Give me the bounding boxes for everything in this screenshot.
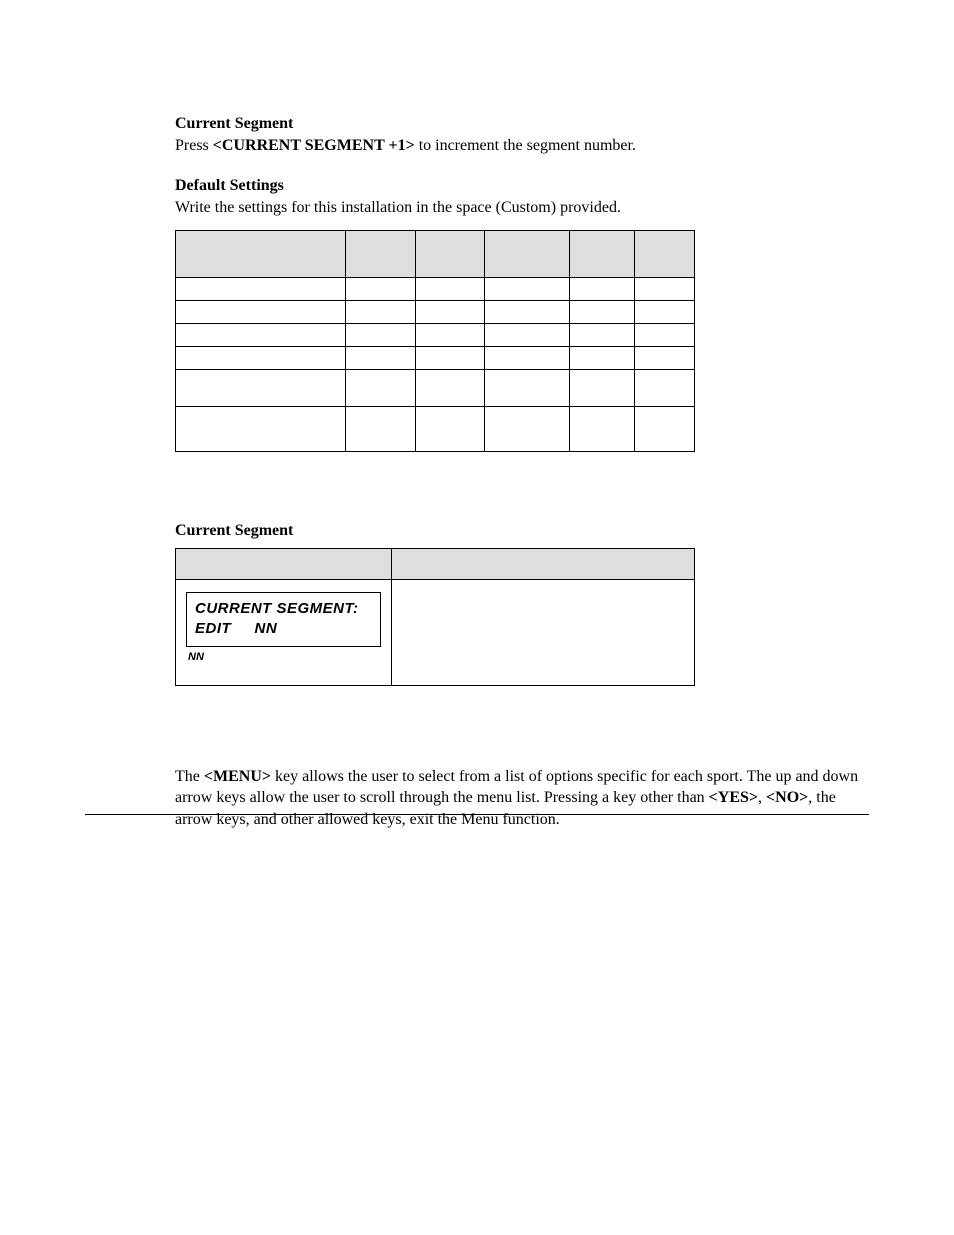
text-press-prefix: Press — [175, 137, 213, 154]
text-default-settings: Write the settings for this installation… — [175, 197, 864, 219]
text-menu-description: The <MENU> key allows the user to select… — [175, 766, 864, 831]
heading-current-segment-1: Current Segment — [175, 115, 864, 133]
text-press-suffix: to increment the segment number. — [415, 137, 636, 154]
table-row: CURRENT SEGMENT: EDIT NN NN — [176, 580, 695, 686]
text-press-key: <CURRENT SEGMENT +1> — [213, 137, 415, 154]
table-row — [176, 347, 695, 370]
table-row — [176, 324, 695, 347]
text-menu-key: <MENU> — [204, 768, 271, 785]
table-row — [176, 370, 695, 407]
text-yes-key: <YES> — [709, 789, 758, 806]
table-header-cell — [415, 231, 485, 278]
table-row — [176, 278, 695, 301]
text-no-key: <NO> — [766, 789, 808, 806]
table-row — [176, 301, 695, 324]
heading-current-segment-2: Current Segment — [175, 522, 864, 540]
table-header-cell — [485, 231, 570, 278]
default-settings-table — [175, 230, 695, 452]
heading-default-settings: Default Settings — [175, 177, 864, 195]
footer-divider — [85, 814, 869, 815]
table-header-row — [176, 549, 695, 580]
table-row — [176, 407, 695, 452]
table-header-cell — [176, 231, 346, 278]
table-header-cell — [345, 231, 415, 278]
lcd-line-2: EDIT NN — [195, 619, 372, 639]
table-header-row — [176, 231, 695, 278]
lcd-line-1: CURRENT SEGMENT: — [195, 599, 372, 619]
lcd-display-box: CURRENT SEGMENT: EDIT NN — [186, 592, 381, 647]
table-cell-empty — [392, 580, 695, 686]
table-header-cell — [176, 549, 392, 580]
table-header-cell — [570, 231, 635, 278]
table-header-cell — [635, 231, 695, 278]
text-fragment: , — [758, 789, 766, 806]
table-header-cell — [392, 549, 695, 580]
text-fragment: The — [175, 768, 204, 785]
text-current-segment-instruction: Press <CURRENT SEGMENT +1> to increment … — [175, 135, 864, 157]
lcd-display-cell: CURRENT SEGMENT: EDIT NN NN — [176, 580, 392, 686]
lcd-subtext: NN — [188, 651, 383, 663]
current-segment-table: CURRENT SEGMENT: EDIT NN NN — [175, 548, 695, 686]
